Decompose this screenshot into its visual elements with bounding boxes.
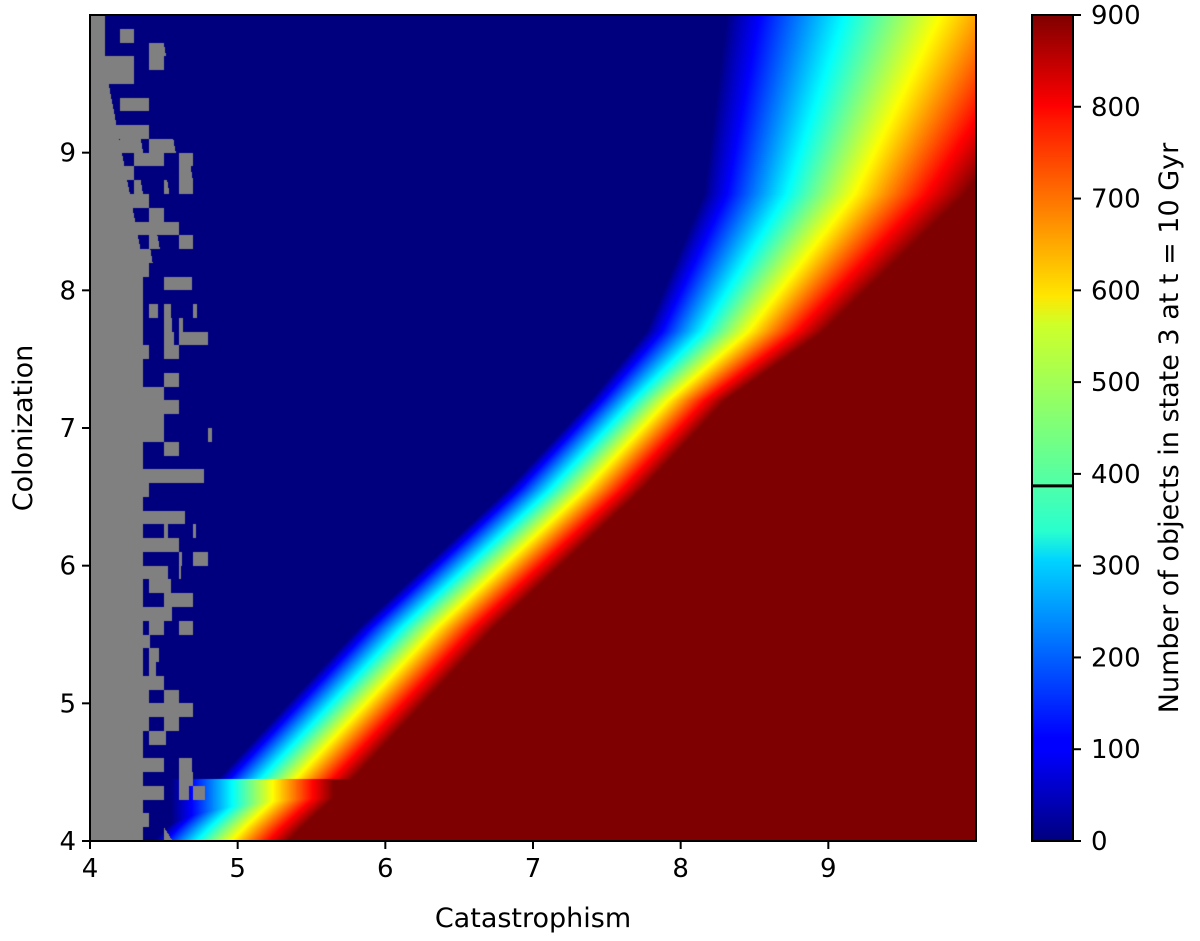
y-tick-label: 4 [59, 827, 76, 857]
x-tick-label: 8 [672, 854, 689, 884]
y-tick-label: 5 [59, 689, 76, 719]
colorbar-tick-label: 900 [1091, 1, 1141, 31]
heatmap-field [90, 15, 976, 841]
x-axis-label: Catastrophism [435, 903, 631, 934]
x-tick-label: 7 [525, 854, 542, 884]
colorbar-tick-label: 0 [1091, 827, 1108, 857]
x-tick-label: 6 [377, 854, 394, 884]
y-tick-label: 9 [59, 139, 76, 169]
colorbar-tick-label: 100 [1091, 735, 1141, 765]
y-tick-label: 7 [59, 414, 76, 444]
colorbar-tick-label: 200 [1091, 643, 1141, 673]
colorbar-tick-label: 400 [1091, 460, 1141, 490]
colorbar-ticks: 0 100 200 300 400 500 600 700 800 900 [1073, 1, 1141, 857]
colorbar-tick-label: 700 [1091, 185, 1141, 215]
colorbar [1032, 15, 1073, 841]
colorbar-tick-label: 500 [1091, 368, 1141, 398]
colorbar-tick-label: 600 [1091, 276, 1141, 306]
colorbar-label: Number of objects in state 3 at t = 10 G… [1154, 142, 1185, 713]
colorbar-frame [1031, 14, 1074, 842]
y-axis-ticks: 4 5 6 7 8 9 [59, 139, 90, 857]
y-axis-label: Colonization [8, 345, 39, 511]
x-axis-ticks: 4 5 6 7 8 9 [82, 841, 837, 884]
x-tick-label: 5 [229, 854, 246, 884]
colorbar-tick-label: 800 [1091, 93, 1141, 123]
x-tick-label: 4 [82, 854, 99, 884]
y-tick-label: 8 [59, 276, 76, 306]
y-tick-label: 6 [59, 552, 76, 582]
colorbar-tick-label: 300 [1091, 552, 1141, 582]
heatmap-raster [90, 15, 976, 841]
x-tick-label: 9 [820, 854, 837, 884]
